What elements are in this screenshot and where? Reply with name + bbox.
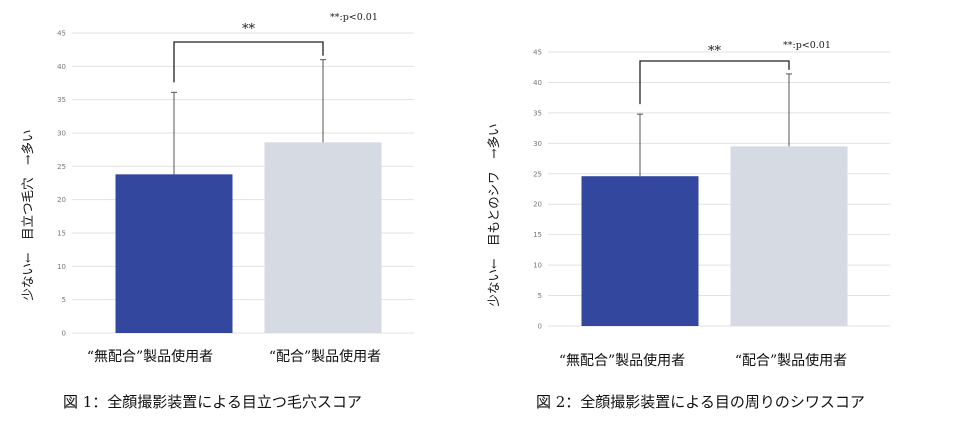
y-tick-label: 45	[57, 30, 66, 38]
y-tick-label: 30	[533, 140, 542, 148]
y-tick-label: 35	[533, 109, 542, 117]
significance-label: **	[708, 44, 722, 59]
x-category-label-2: “配合”製品使用者	[269, 348, 381, 365]
y-tick-label: 0	[538, 323, 542, 331]
y-tick-label: 15	[533, 231, 542, 239]
y-tick-label: 15	[57, 230, 66, 238]
x-category-label-1: “無配合”製品使用者	[87, 348, 213, 365]
significance-bracket	[639, 60, 790, 105]
y-axis-label: 少ない← 目立つ毛穴 →多い	[20, 130, 35, 301]
chart-panel-2: 0 5 10 15 20 25 30 35 40 45 ** **:p<0.01 “無配合”製品使用者 “…	[478, 0, 956, 422]
y-tick-label: 25	[533, 170, 542, 178]
y-tick-label: 25	[57, 163, 66, 171]
chart-2-caption: 図 2：全顔撮影装置による目の周りのシワスコア	[536, 393, 865, 411]
y-tick-label: 45	[533, 49, 542, 57]
y-tick-label: 0	[62, 330, 66, 338]
chart-1-caption: 図 1：全顔撮影装置による目立つ毛穴スコア	[63, 393, 362, 411]
bar-2	[264, 142, 382, 333]
y-tick-label: 5	[538, 292, 542, 300]
p-value-note: **:p<0.01	[783, 40, 831, 51]
significance-label: **	[242, 22, 256, 37]
y-tick-label: 40	[57, 63, 66, 71]
y-tick-label: 40	[533, 79, 542, 87]
bar-1	[581, 176, 699, 326]
y-tick-label: 5	[62, 296, 66, 304]
chart-2-svg: 0 5 10 15 20 25 30 35 40 45 ** **:p<0.01 “無配合”製品使用者 “…	[486, 40, 890, 369]
chart-1-svg: 0 5 10 15 20 25 30 35 40 45 ** **:p<0.01 “無配合”製品使用者 “…	[20, 12, 414, 365]
significance-bracket	[173, 41, 324, 83]
bar-1	[115, 174, 233, 333]
y-tick-label: 20	[57, 196, 66, 204]
y-tick-label: 20	[533, 201, 542, 209]
chart-panel-1: 0 5 10 15 20 25 30 35 40 45 ** **:p<0.01 “無配合”製品使用者 “…	[20, 12, 414, 411]
y-tick-label: 10	[57, 263, 66, 271]
x-category-label-1: “無配合”製品使用者	[559, 352, 685, 369]
y-tick-label: 30	[57, 130, 66, 138]
y-tick-label: 35	[57, 96, 66, 104]
bar-2	[730, 146, 848, 326]
y-tick-label: 10	[533, 262, 542, 270]
p-value-note: **:p<0.01	[330, 12, 378, 23]
x-category-label-2: “配合”製品使用者	[735, 352, 847, 369]
y-axis-label: 少ない← 目もとのシワ →多い	[486, 123, 501, 306]
